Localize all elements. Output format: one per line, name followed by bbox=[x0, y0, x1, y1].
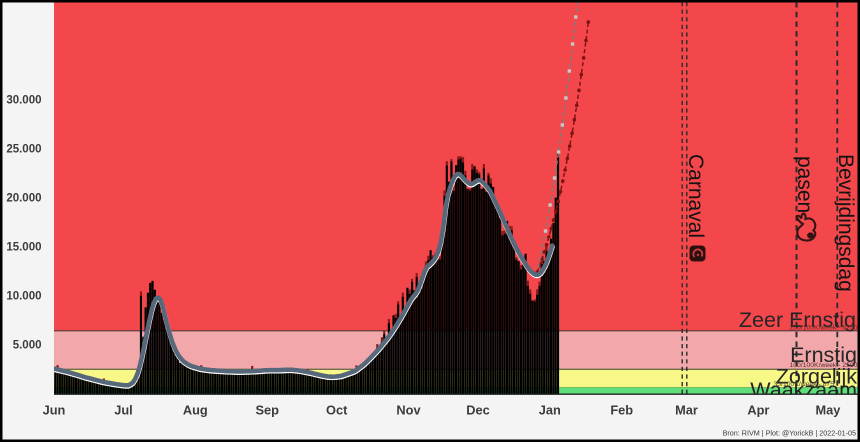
svg-text:Ernstig: Ernstig bbox=[790, 343, 857, 367]
svg-text:20.000: 20.000 bbox=[6, 193, 41, 205]
svg-text:pasen: pasen bbox=[793, 156, 816, 213]
svg-text:May: May bbox=[815, 403, 841, 418]
svg-text:25.000: 25.000 bbox=[6, 144, 41, 156]
svg-text:250/100K/week - 6250: 250/100K/week - 6250 bbox=[789, 325, 857, 332]
svg-text:Jul: Jul bbox=[114, 403, 133, 418]
svg-text:30.000: 30.000 bbox=[6, 95, 41, 107]
svg-text:Aug: Aug bbox=[183, 403, 208, 418]
svg-text:100/100K/week - 2500: 100/100K/week - 2500 bbox=[789, 362, 857, 369]
svg-text:Dec: Dec bbox=[466, 403, 489, 418]
svg-text:Waakzaam: Waakzaam bbox=[750, 378, 857, 402]
svg-text:Feb: Feb bbox=[610, 403, 633, 418]
svg-text:Oct: Oct bbox=[326, 403, 348, 418]
svg-text:5.000: 5.000 bbox=[13, 340, 42, 352]
svg-text:10.000: 10.000 bbox=[6, 291, 41, 303]
svg-text:Bevrijdingsdag: Bevrijdingsdag bbox=[834, 154, 857, 292]
svg-text:Sep: Sep bbox=[255, 403, 279, 418]
svg-text:Nov: Nov bbox=[396, 403, 421, 418]
svg-text:Jun: Jun bbox=[43, 403, 66, 418]
svg-text:Mar: Mar bbox=[675, 403, 698, 418]
svg-text:Bron: RIVM | Plot: @YorickB |: Bron: RIVM | Plot: @YorickB | 2022-01-05 bbox=[723, 429, 856, 438]
svg-text:Carnaval: Carnaval bbox=[684, 154, 707, 238]
svg-text:Zeer Ernstig: Zeer Ernstig bbox=[739, 308, 856, 332]
svg-text:Zorgelijk: Zorgelijk bbox=[776, 365, 857, 389]
svg-text:Jan: Jan bbox=[539, 403, 561, 418]
svg-text:15.000: 15.000 bbox=[6, 242, 41, 254]
svg-text:35/100K/week - 875: 35/100K/week - 875 bbox=[774, 381, 835, 388]
svg-text:Apr: Apr bbox=[747, 403, 769, 418]
